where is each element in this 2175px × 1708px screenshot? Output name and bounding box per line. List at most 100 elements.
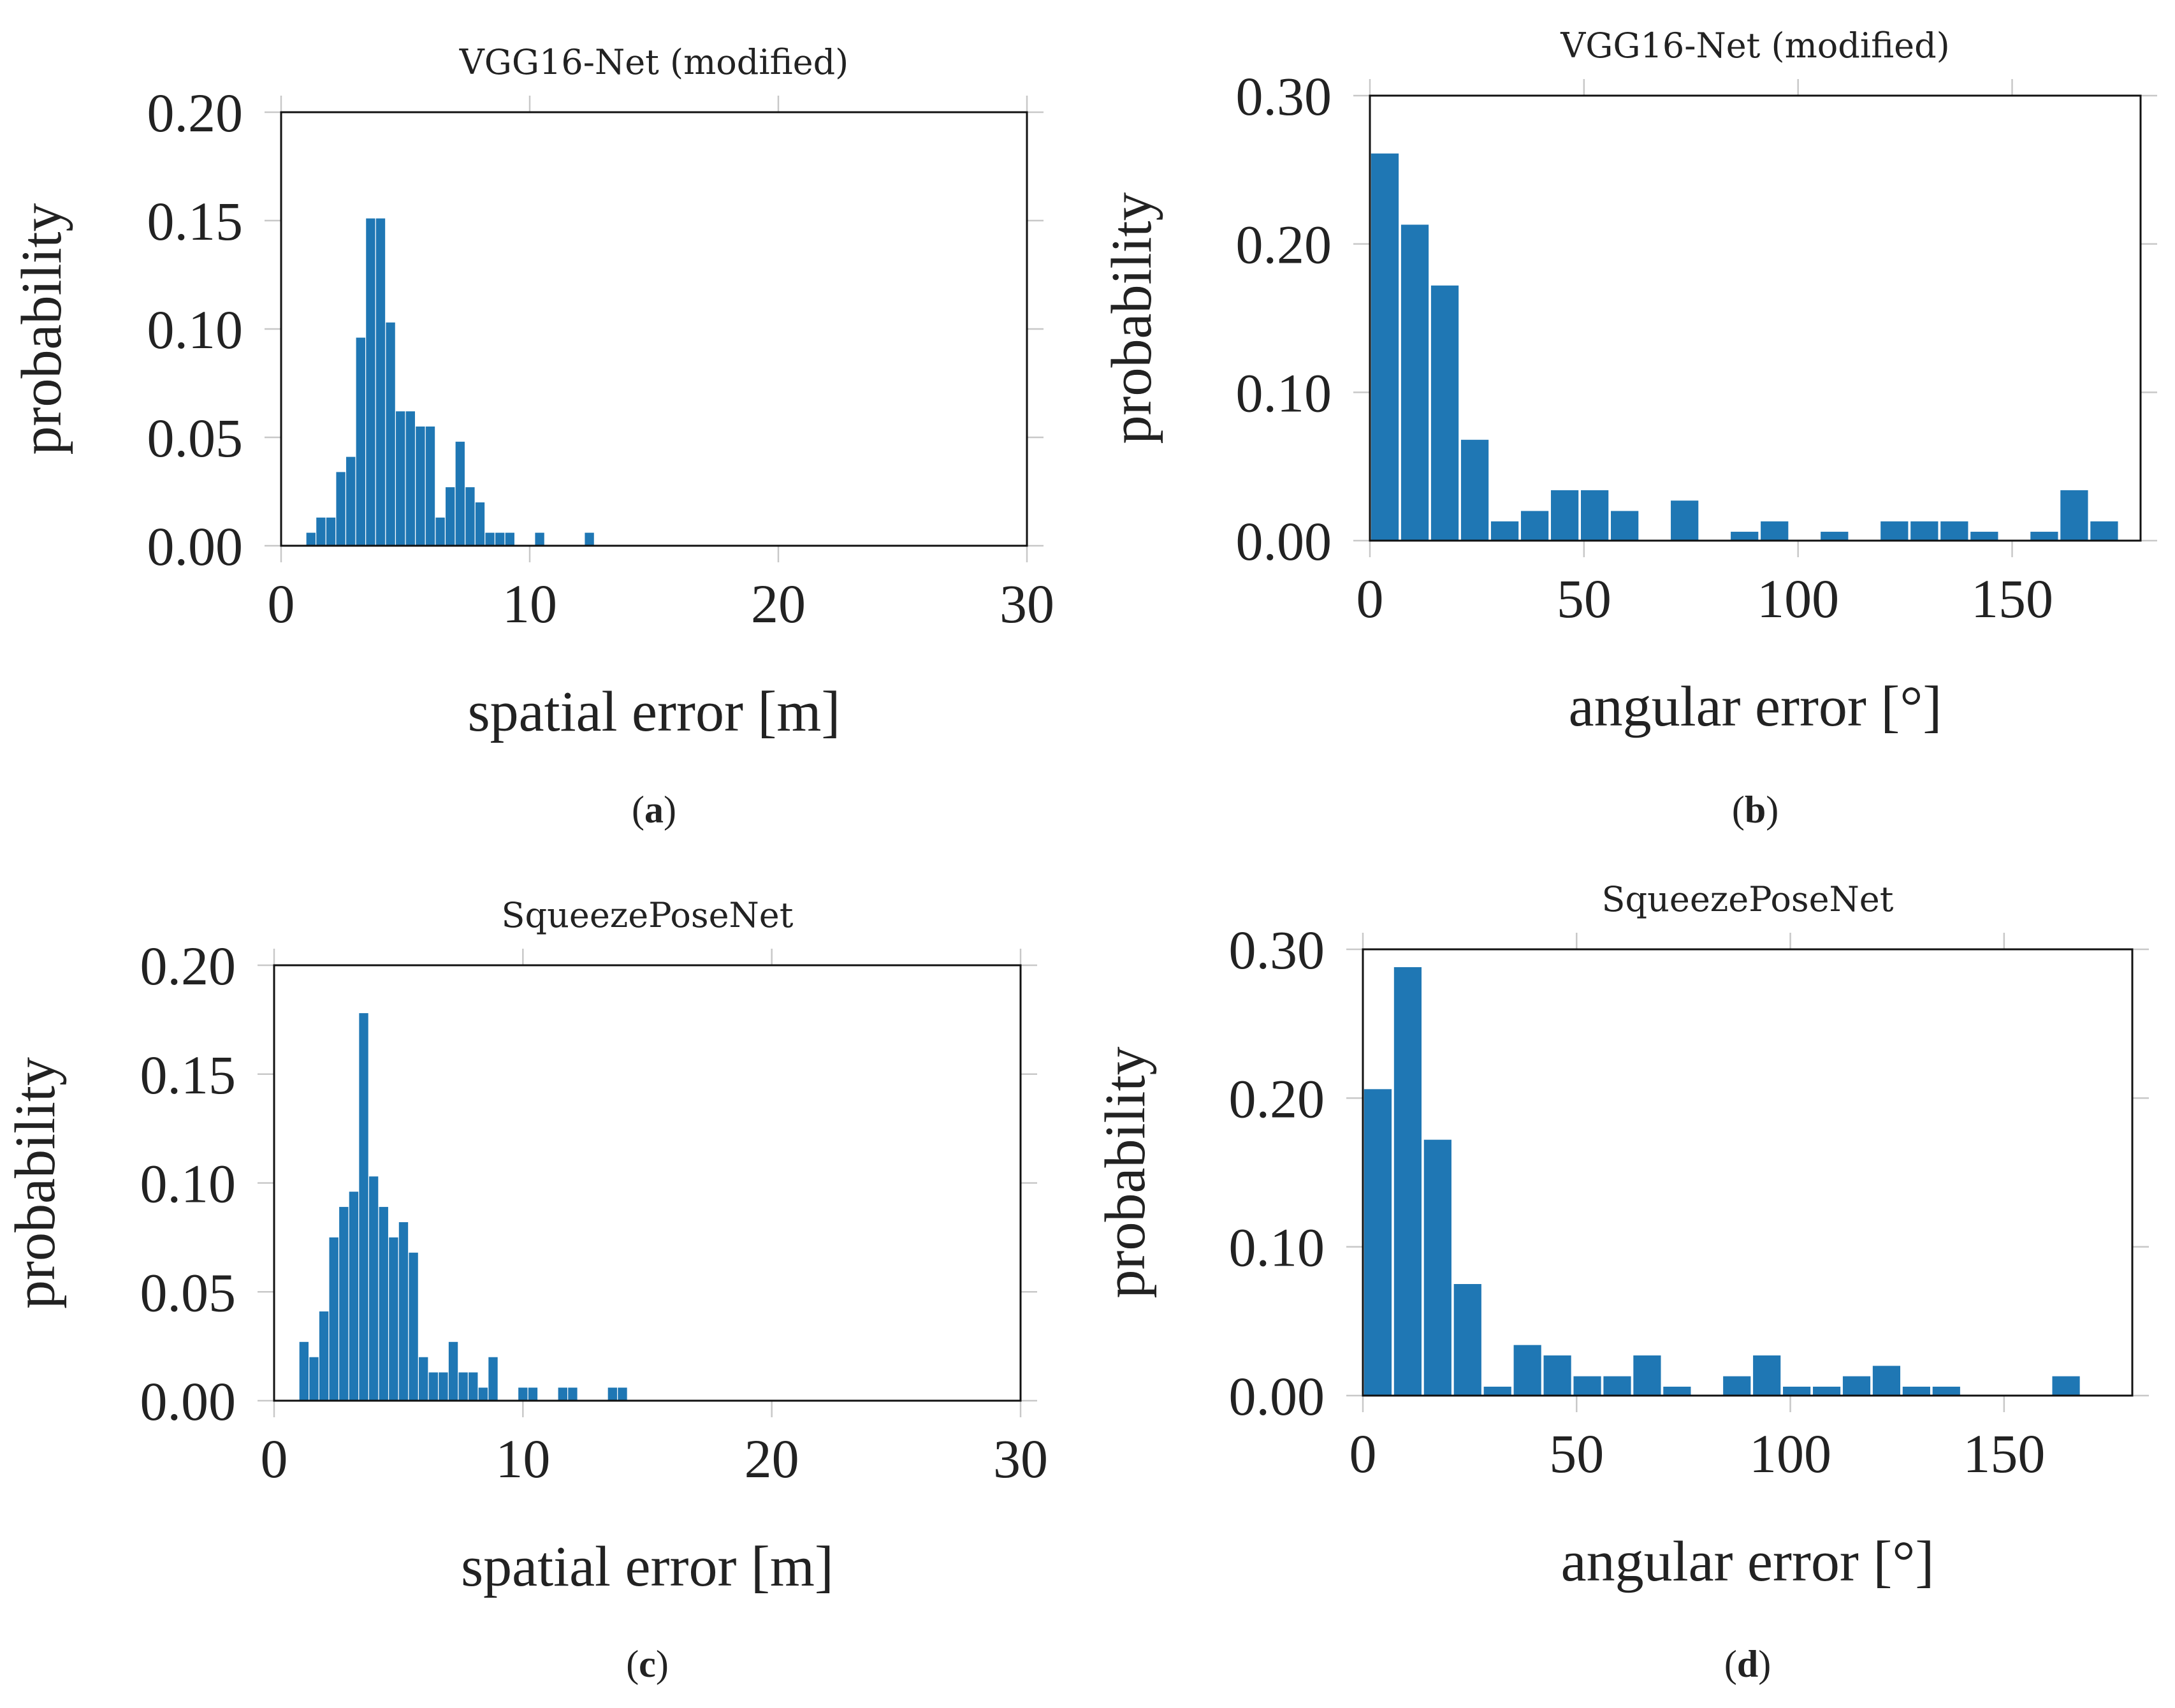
histogram-bar (319, 1311, 329, 1401)
histogram-bar (435, 517, 445, 546)
histogram-bar (446, 487, 455, 546)
x-tick-label: 0 (268, 573, 295, 634)
x-tick-label: 100 (1757, 568, 1839, 629)
histogram-bar (1580, 490, 1609, 541)
histogram-bar (1490, 521, 1519, 541)
histogram-bar (375, 218, 386, 546)
histogram-bar (1611, 511, 1639, 541)
y-axis-label: probability (1100, 193, 1163, 444)
y-tick-label: 0.00 (1236, 511, 1332, 572)
histogram-bar (1970, 532, 1998, 541)
chart-c: 0.00 0.05 0.10 0.15 0.20 0 10 20 30 SqueezePoseNe… (4, 895, 1048, 1685)
x-tick-label: 10 (495, 1428, 550, 1489)
x-tick-label: 100 (1749, 1423, 1831, 1484)
histogram-bar (419, 1357, 428, 1401)
histogram-bar (1520, 511, 1549, 541)
histogram-bar (558, 1387, 567, 1401)
histogram-bar (1483, 1387, 1511, 1396)
y-tick-label: 0.10 (140, 1153, 236, 1215)
panel-label: (a) (632, 789, 676, 831)
plot-frame (1369, 94, 2142, 542)
histogram-bar (326, 517, 336, 546)
histogram-bar (1633, 1355, 1661, 1396)
x-tick-label: 20 (745, 1428, 799, 1489)
x-tick-label: 150 (1971, 568, 2053, 629)
histogram-bar (1783, 1387, 1811, 1396)
x-tick-label: 0 (1349, 1423, 1377, 1484)
histogram-bar (1910, 521, 1939, 541)
histogram-bar (349, 1192, 359, 1401)
histogram-bar (309, 1357, 319, 1401)
histogram-bar (396, 411, 405, 546)
histogram-bar (2090, 521, 2118, 541)
histogram-bar (439, 1372, 448, 1401)
histogram-bar (478, 1387, 488, 1401)
x-tick-label: 150 (1963, 1423, 2045, 1484)
x-tick-label: 50 (1557, 568, 1611, 629)
histogram-bar (458, 1372, 468, 1401)
y-tick-label: 0.10 (1229, 1217, 1325, 1278)
histogram-bar (1671, 500, 1699, 541)
x-axis-label: spatial error [m] (468, 680, 841, 743)
histogram-bar (2052, 1376, 2080, 1396)
histogram-bar (448, 1341, 458, 1401)
histogram-bar (585, 532, 594, 546)
chart-title: SqueezePoseNet (502, 895, 794, 935)
histogram-bar (299, 1341, 309, 1401)
histogram-bar (1371, 153, 1399, 541)
chart-b: 0.00 0.10 0.20 0.30 0 50 100 150 VGG16-Net (modi… (1100, 26, 2157, 831)
plot-frame (273, 964, 1022, 1402)
histogram-bar (1812, 1387, 1841, 1396)
y-tick-label: 0.05 (147, 407, 244, 469)
x-tick-label: 10 (502, 573, 557, 634)
histogram-bar (316, 517, 326, 546)
histogram-bar (368, 1176, 379, 1401)
histogram-bar (409, 1252, 418, 1401)
histogram-bar (1932, 1387, 1960, 1396)
chart-title: VGG16-Net (modified) (459, 42, 849, 82)
histogram-bar (359, 1013, 368, 1401)
x-tick-label: 30 (1000, 573, 1054, 634)
chart-title: VGG16-Net (modified) (1560, 26, 1950, 66)
x-tick-label: 0 (261, 1428, 288, 1489)
histogram-bar (1872, 1366, 1901, 1396)
histogram-bar (1393, 967, 1422, 1396)
y-axis-label: probability (1094, 1047, 1157, 1299)
x-axis-label: angular error [°] (1561, 1530, 1935, 1593)
histogram-bar (1753, 1355, 1781, 1396)
histogram-bar (618, 1387, 627, 1401)
histogram-bar (475, 502, 485, 546)
x-axis-label: spatial error [m] (461, 1535, 834, 1598)
histogram-bar (469, 1372, 478, 1401)
histogram-bar (465, 487, 475, 546)
y-tick-label: 0.10 (147, 299, 244, 360)
y-axis-label: probability (10, 203, 73, 455)
histogram-bar (398, 1222, 409, 1401)
y-tick-label: 0.00 (1229, 1366, 1325, 1427)
histogram-bar (495, 532, 505, 546)
plot-frame (1362, 948, 2134, 1397)
chart-title: SqueezePoseNet (1602, 879, 1894, 919)
histogram-bar (1880, 521, 1909, 541)
histogram-bar (485, 532, 495, 546)
panel-label: (b) (1732, 789, 1779, 831)
histogram-bar (379, 1207, 388, 1401)
histogram-bar (1723, 1376, 1751, 1396)
x-tick-label: 50 (1549, 1423, 1604, 1484)
histogram-bar (428, 1372, 438, 1401)
histogram-bar (1430, 285, 1459, 541)
chart-d: 0.00 0.10 0.20 0.30 0 50 100 150 SqueezePoseNet a… (1094, 879, 2149, 1685)
histogram-bar (389, 1237, 398, 1401)
histogram-bar (1453, 1284, 1481, 1396)
y-tick-label: 0.15 (140, 1044, 236, 1106)
y-tick-label: 0.10 (1236, 362, 1332, 423)
histogram-bar (1550, 490, 1579, 541)
histogram-bar (356, 337, 365, 546)
y-tick-label: 0.30 (1229, 919, 1325, 981)
histogram-bar (1842, 1376, 1871, 1396)
histogram-bar (1573, 1376, 1601, 1396)
plot-frame (280, 111, 1028, 547)
x-tick-label: 20 (751, 573, 806, 634)
histogram-bar (535, 532, 544, 546)
